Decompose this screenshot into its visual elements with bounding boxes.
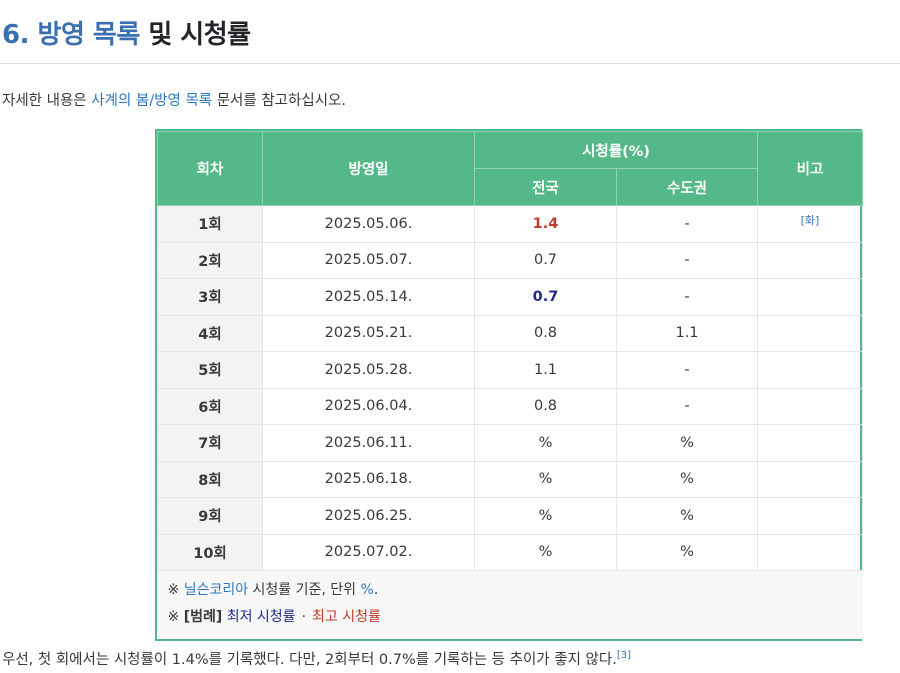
- episode-cell: 9회: [157, 497, 263, 535]
- note-cell: [757, 314, 863, 352]
- table-row: 7회 2025.06.11. % %: [157, 424, 863, 462]
- summary-text: 우선, 첫 회에서는 시청률이 1.4%를 기록했다. 다만, 2회부터 0.7…: [2, 652, 617, 668]
- note-cell: [757, 533, 863, 571]
- airdate-cell: 2025.05.07.: [262, 241, 475, 279]
- national-rating-cell: 0.7: [474, 278, 617, 316]
- capital-rating-cell: 1.1: [616, 314, 758, 352]
- capital-rating-cell: -: [616, 387, 758, 425]
- intro-after: 문서를 참고하십시오.: [212, 93, 346, 109]
- airdate-cell: 2025.06.04.: [262, 387, 475, 425]
- header-capital: 수도권: [616, 168, 758, 206]
- legend-high: 최고 시청률: [312, 609, 381, 625]
- airdate-cell: 2025.05.21.: [262, 314, 475, 352]
- intro-link[interactable]: 사계의 봄/방영 목록: [91, 93, 213, 109]
- table-row: 2회 2025.05.07. 0.7 -: [157, 241, 863, 279]
- capital-rating-cell: -: [616, 205, 758, 243]
- capital-rating-cell: -: [616, 278, 758, 316]
- capital-rating-cell: %: [616, 497, 758, 535]
- table-footer-row: ※ 닐슨코리아 시청률 기준, 단위 %. ※ [범례] 최저 시청률 · 최고 시…: [157, 570, 863, 639]
- table-footer: ※ 닐슨코리아 시청률 기준, 단위 %. ※ [범례] 최저 시청률 · 최고 시…: [157, 570, 863, 639]
- broadcast-list-link[interactable]: 방영 목록: [37, 20, 141, 50]
- episode-cell: 3회: [157, 278, 263, 316]
- national-rating-cell: 0.7: [474, 241, 617, 279]
- episode-cell: 4회: [157, 314, 263, 352]
- header-ratings: 시청률(%): [474, 131, 758, 169]
- note-cell: [757, 497, 863, 535]
- national-rating-cell: 1.4: [474, 205, 617, 243]
- table-row: 8회 2025.06.18. % %: [157, 460, 863, 498]
- capital-rating-cell: -: [616, 351, 758, 389]
- airdate-cell: 2025.05.06.: [262, 205, 475, 243]
- note-cell: [화]: [757, 205, 863, 243]
- summary-paragraph: 우선, 첫 회에서는 시청률이 1.4%를 기록했다. 다만, 2회부터 0.7…: [2, 648, 631, 669]
- table-row: 6회 2025.06.04. 0.8 -: [157, 387, 863, 425]
- episode-cell: 5회: [157, 351, 263, 389]
- capital-rating-cell: %: [616, 460, 758, 498]
- airdate-cell: 2025.05.14.: [262, 278, 475, 316]
- table-row: 1회 2025.05.06. 1.4 - [화]: [157, 205, 863, 243]
- table-row: 9회 2025.06.25. % %: [157, 497, 863, 535]
- national-rating-cell: %: [474, 497, 617, 535]
- footer-mark: ※: [167, 609, 184, 625]
- footer-line-legend: ※ [범례] 최저 시청률 · 최고 시청률: [168, 604, 853, 631]
- header-airdate: 방영일: [262, 131, 475, 206]
- episode-cell: 8회: [157, 460, 263, 498]
- airdate-cell: 2025.05.28.: [262, 351, 475, 389]
- national-rating-cell: 0.8: [474, 314, 617, 352]
- note-cell: [757, 278, 863, 316]
- airdate-cell: 2025.06.18.: [262, 460, 475, 498]
- capital-rating-cell: %: [616, 533, 758, 571]
- table-row: 5회 2025.05.28. 1.1 -: [157, 351, 863, 389]
- footer-period: .: [373, 582, 379, 598]
- heading-divider: [0, 63, 900, 64]
- nielsen-link[interactable]: 닐슨코리아: [183, 582, 249, 598]
- national-rating-cell: %: [474, 460, 617, 498]
- section-heading: 6. 방영 목록 및 시청률: [2, 14, 251, 51]
- episode-cell: 7회: [157, 424, 263, 462]
- ratings-table: 회차 방영일 시청률(%) 비고 전국 수도권 1회 2025.05.06. 1…: [157, 131, 863, 639]
- national-rating-cell: %: [474, 533, 617, 571]
- footnote-ref-link[interactable]: [3]: [616, 650, 631, 662]
- heading-rest: 및 시청률: [148, 20, 251, 50]
- episode-cell: 2회: [157, 241, 263, 279]
- note-cell: [757, 460, 863, 498]
- note-cell: [757, 241, 863, 279]
- episode-cell: 1회: [157, 205, 263, 243]
- table-row: 3회 2025.05.14. 0.7 -: [157, 278, 863, 316]
- capital-rating-cell: %: [616, 424, 758, 462]
- header-note: 비고: [757, 131, 863, 206]
- airdate-cell: 2025.07.02.: [262, 533, 475, 571]
- legend-separator: ·: [301, 609, 307, 625]
- intro-text: 자세한 내용은 사계의 봄/방영 목록 문서를 참고하십시오.: [2, 89, 346, 110]
- airdate-cell: 2025.06.25.: [262, 497, 475, 535]
- footer-mark: ※: [167, 582, 184, 598]
- note-cell: [757, 424, 863, 462]
- episode-cell: 10회: [157, 533, 263, 571]
- ratings-table-container: 회차 방영일 시청률(%) 비고 전국 수도권 1회 2025.05.06. 1…: [155, 129, 863, 641]
- table-row: 4회 2025.05.21. 0.8 1.1: [157, 314, 863, 352]
- footer-line-source: ※ 닐슨코리아 시청률 기준, 단위 %.: [168, 577, 853, 604]
- footer-text: 시청률 기준, 단위: [248, 582, 361, 598]
- national-rating-cell: 1.1: [474, 351, 617, 389]
- intro-before: 자세한 내용은: [2, 93, 92, 109]
- header-episode: 회차: [157, 131, 263, 206]
- percent-link[interactable]: %: [360, 582, 374, 598]
- note-ref-link[interactable]: [화]: [800, 214, 820, 227]
- legend-label: [범례]: [183, 609, 223, 625]
- note-cell: [757, 387, 863, 425]
- episode-cell: 6회: [157, 387, 263, 425]
- legend-low: 최저 시청률: [226, 609, 296, 625]
- airdate-cell: 2025.06.11.: [262, 424, 475, 462]
- header-national: 전국: [474, 168, 617, 206]
- national-rating-cell: 0.8: [474, 387, 617, 425]
- capital-rating-cell: -: [616, 241, 758, 279]
- table-row: 10회 2025.07.02. % %: [157, 533, 863, 571]
- national-rating-cell: %: [474, 424, 617, 462]
- note-cell: [757, 351, 863, 389]
- section-number-link[interactable]: 6.: [2, 20, 29, 50]
